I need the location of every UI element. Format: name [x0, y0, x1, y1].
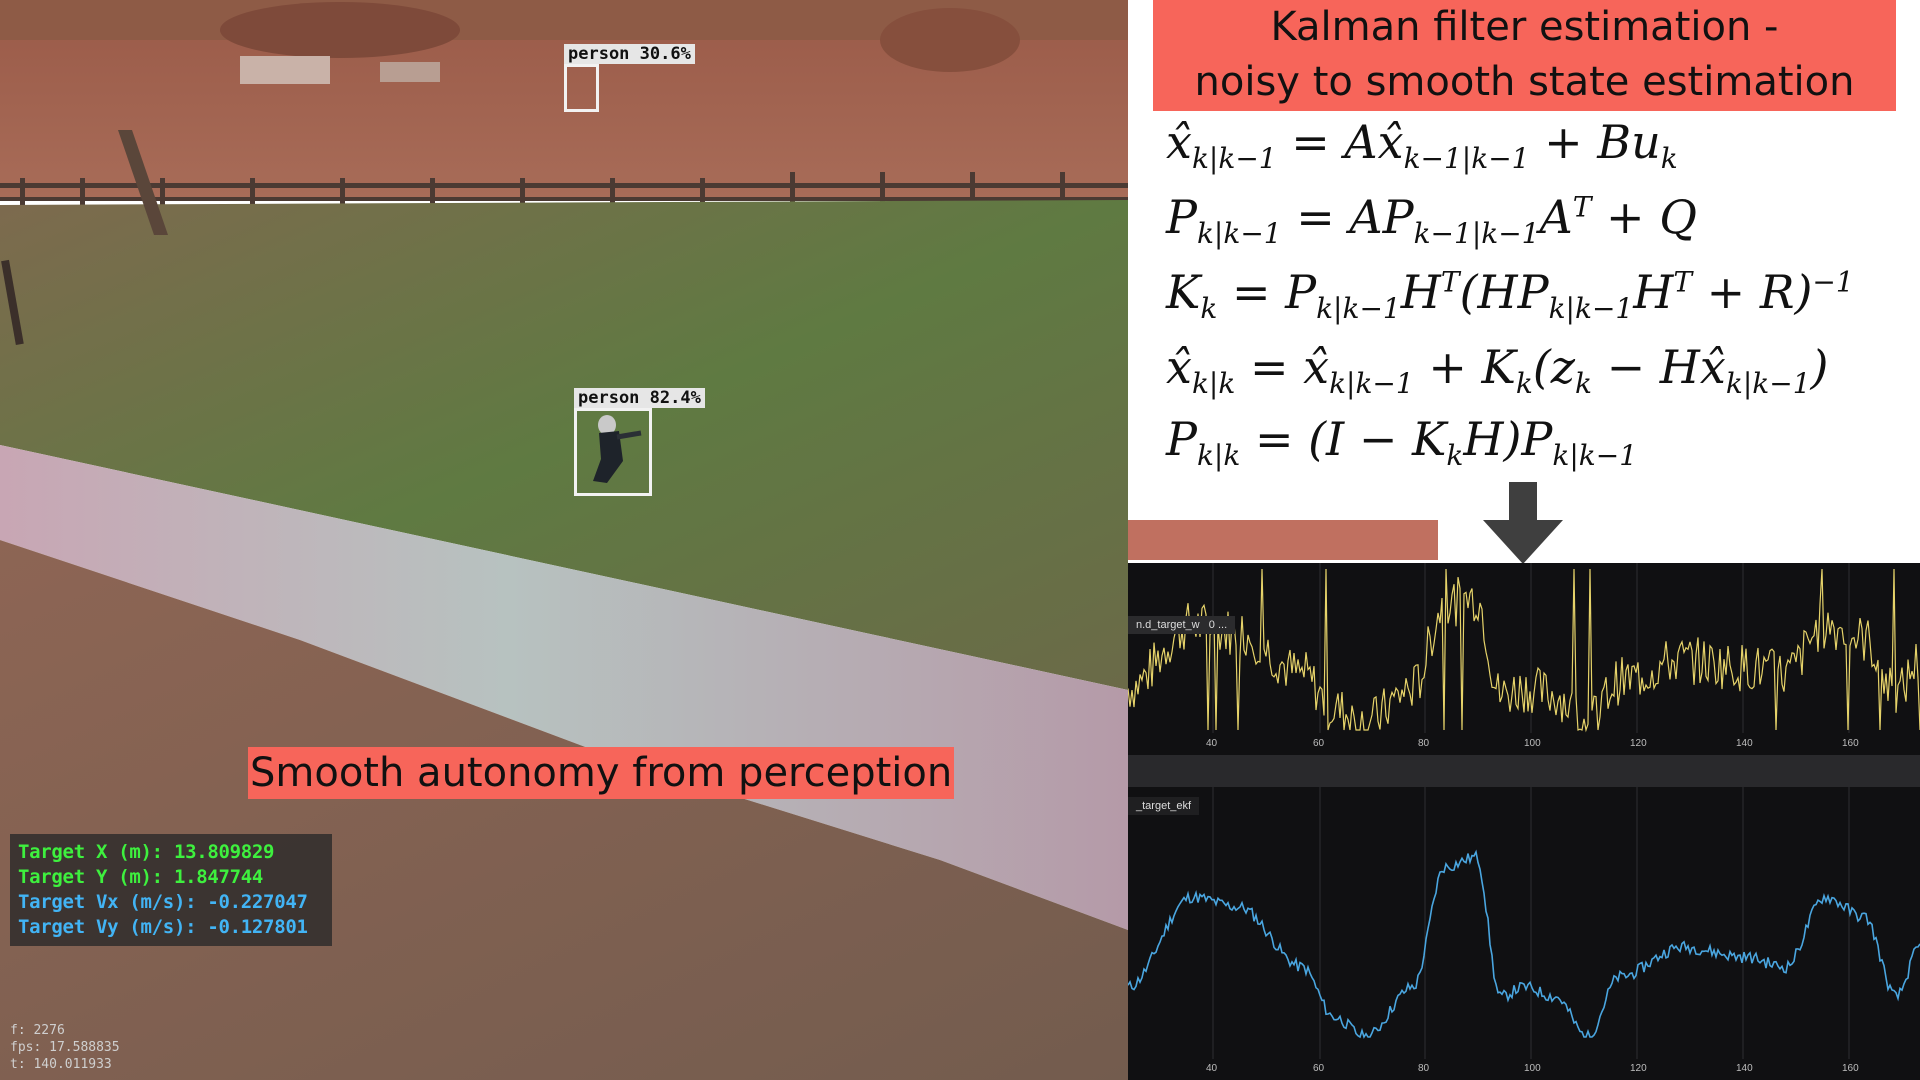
- fps-readout: fps: 17.588835: [10, 1040, 120, 1055]
- legend-smooth-name: _target_ekf: [1136, 800, 1192, 812]
- equation-update-covariance: Pk|k = (I − KkH)Pk|k−1: [1166, 412, 1638, 473]
- arrow-down-icon: [1483, 482, 1563, 564]
- person-figure: [593, 415, 642, 483]
- title-line-2: noisy to smooth state estimation: [1194, 59, 1855, 105]
- x-tick-label: 60: [1313, 738, 1325, 749]
- title-banner: Kalman filter estimation - noisy to smoo…: [1153, 0, 1896, 111]
- equation-predict-state: x̂k|k−1 = Ax̂k−1|k−1 + Buk: [1166, 115, 1678, 176]
- target-y-readout: Target Y (m): 1.847744: [18, 866, 264, 888]
- x-tick-label: 80: [1418, 1063, 1430, 1074]
- legend-noisy-value: 0 ...: [1208, 619, 1228, 631]
- x-tick-label: 160: [1842, 1063, 1859, 1074]
- scene-strip: [1128, 520, 1438, 560]
- legend-smooth[interactable]: _target_ekf: [1128, 797, 1200, 815]
- time-readout: t: 140.011933: [10, 1057, 112, 1072]
- equation-kalman-gain: Kk = Pk|k−1HT(HPk|k−1HT + R)−1: [1166, 265, 1854, 326]
- detection-label: person 30.6%: [564, 44, 695, 64]
- smooth-signal-line: [1128, 849, 1920, 1039]
- detection-box: [574, 408, 652, 496]
- detection-label: person 82.4%: [574, 388, 705, 408]
- x-tick-label: 80: [1418, 738, 1430, 749]
- x-tick-label: 100: [1524, 738, 1541, 749]
- equation-predict-covariance: Pk|k−1 = APk−1|k−1AT + Q: [1166, 190, 1697, 251]
- x-tick-label: 100: [1524, 1063, 1541, 1074]
- x-tick-label: 120: [1630, 1063, 1647, 1074]
- legend-noisy-name: n.d_target_w: [1136, 619, 1200, 631]
- title-line-1: Kalman filter estimation -: [1270, 4, 1779, 50]
- plot-smooth[interactable]: _target_ekf 40 60 80 100 120 140 160: [1128, 787, 1920, 1080]
- frame-counter: f: 2276: [10, 1023, 65, 1038]
- equation-update-state: x̂k|k = x̂k|k−1 + Kk(zk − Hx̂k|k−1): [1166, 340, 1829, 401]
- caption-banner: Smooth autonomy from perception: [248, 747, 955, 799]
- x-tick-label: 120: [1630, 738, 1647, 749]
- x-tick-label: 40: [1206, 1063, 1218, 1074]
- plot-smooth-canvas: [1128, 787, 1920, 1059]
- camera-view: person 30.6% person 82.4%: [0, 0, 1128, 1080]
- legend-noisy[interactable]: n.d_target_w 0 ...: [1128, 616, 1236, 634]
- target-x-readout: Target X (m): 13.809829: [18, 841, 275, 863]
- x-tick-label: 60: [1313, 1063, 1325, 1074]
- x-tick-label: 160: [1842, 738, 1859, 749]
- plot-separator: [1128, 755, 1920, 787]
- target-vy-readout: Target Vy (m/s): -0.127801: [18, 916, 308, 938]
- x-tick-label: 40: [1206, 738, 1218, 749]
- plot-noisy[interactable]: n.d_target_w 0 ... 40 60 80 100 120 140 160: [1128, 563, 1920, 755]
- frame-info: f: 2276 fps: 17.588835 t: 140.011933: [10, 1022, 120, 1073]
- noisy-signal-line: [1128, 568, 1920, 733]
- telemetry-panel: Target X (m): 13.809829 Target Y (m): 1.…: [10, 834, 332, 946]
- scene-image: [0, 0, 1128, 1080]
- x-tick-label: 140: [1736, 1063, 1753, 1074]
- x-tick-label: 140: [1736, 738, 1753, 749]
- target-vx-readout: Target Vx (m/s): -0.227047: [18, 891, 308, 913]
- detection-box: [564, 64, 599, 112]
- plot-noisy-canvas: [1128, 563, 1920, 733]
